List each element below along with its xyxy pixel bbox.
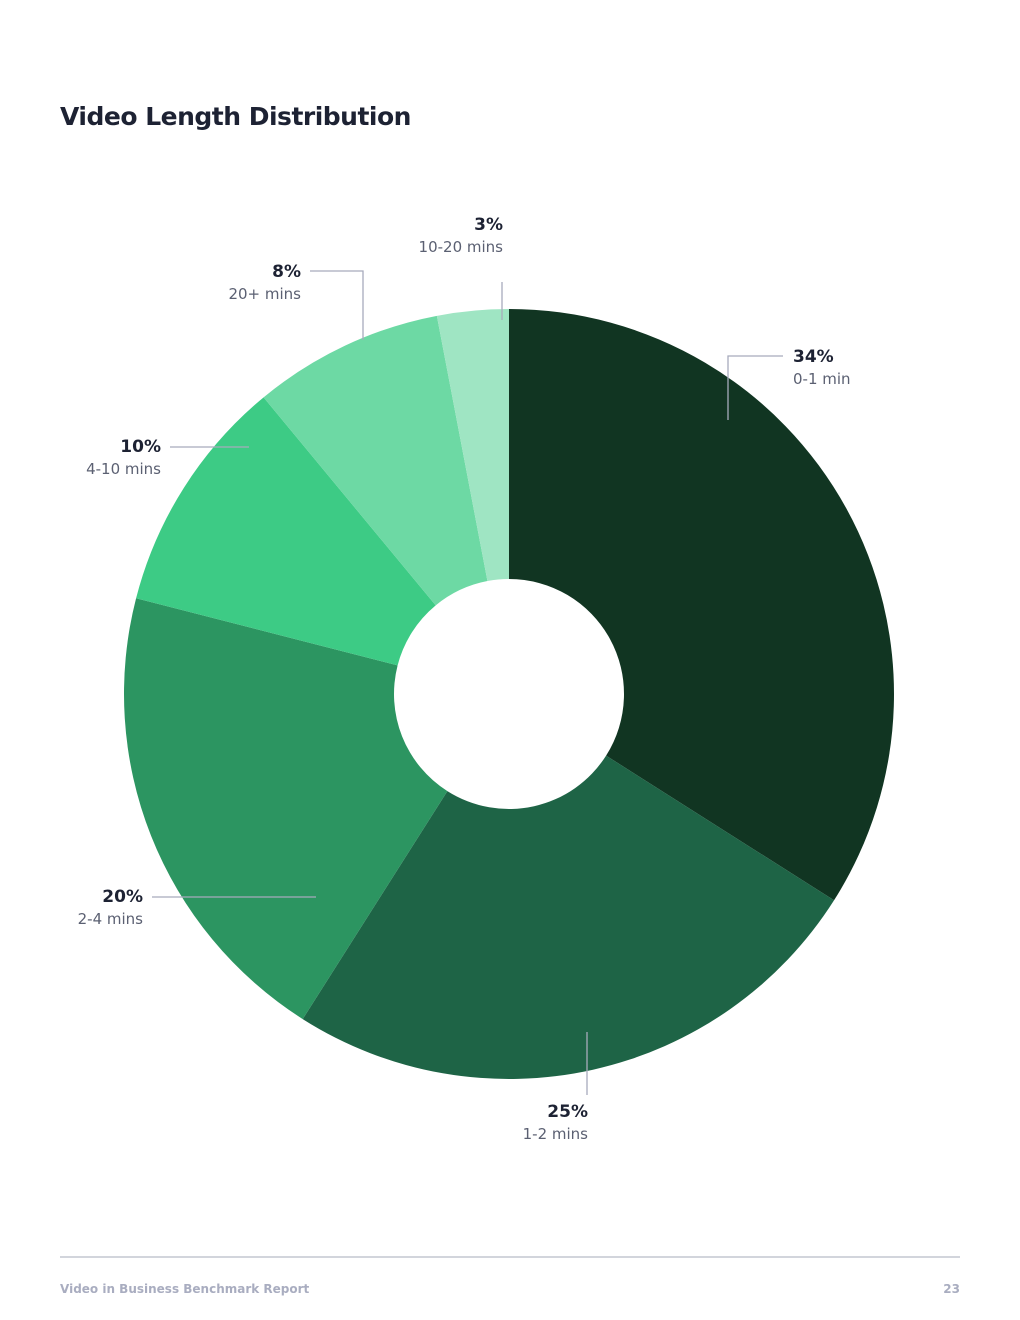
slice [302,755,835,1079]
category-label: 20+ mins [228,285,301,303]
value-label: 3% [474,215,503,235]
value-label: 34% [793,347,834,367]
value-label: 25% [547,1102,588,1122]
category-label: 10-20 mins [419,238,504,256]
slice [436,309,509,582]
value-label: 10% [120,437,161,457]
category-label: 4-10 mins [86,460,161,478]
page-number: 23 [943,1282,960,1296]
category-label: 1-2 mins [523,1125,589,1143]
leader-line [727,355,783,420]
footer-text: Video in Business Benchmark Report [60,1282,310,1296]
slice [124,598,448,1020]
chart-title: Video Length Distribution [60,102,411,131]
value-label: 8% [272,262,301,282]
slice [136,397,436,666]
slice [263,315,488,606]
slice [509,309,894,901]
category-label: 0-1 min [793,370,851,388]
category-label: 2-4 mins [78,910,144,928]
value-label: 20% [102,887,143,907]
leader-line [310,270,364,340]
